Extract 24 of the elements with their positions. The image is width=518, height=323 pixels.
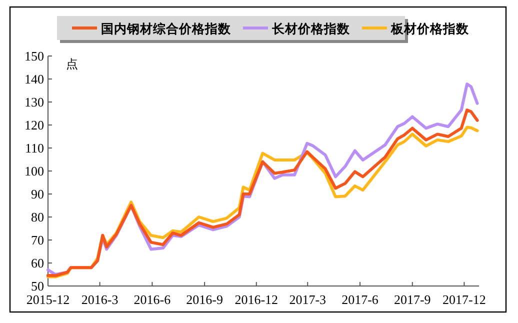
x-tick-label: 2016-12 [234,292,278,307]
y-tick-label: 50 [31,278,44,294]
legend-label: 长材价格指数 [271,22,351,36]
legend-label: 板材价格指数 [390,22,470,36]
y-tick-label: 130 [24,94,44,110]
y-tick-label: 140 [24,72,44,86]
y-tick-label: 70 [31,232,44,248]
x-tick-label: 2016-9 [186,292,223,307]
y-axis-title: 点 [66,57,78,71]
y-tick-label: 90 [31,186,44,202]
x-tick-label: 2015-12 [26,292,70,307]
y-tick-label: 100 [24,164,44,178]
y-tick-label: 60 [31,256,44,270]
x-tick-label: 2016-3 [81,292,118,307]
x-tick-label: 2017-9 [394,292,431,307]
legend-label: 国内钢材综合价格指数 [101,21,232,36]
y-tick-label: 80 [31,210,44,224]
x-tick-label: 2016-6 [134,292,172,307]
x-tick-label: 2017-6 [342,292,379,307]
y-tick-label: 110 [24,140,44,156]
y-tick-label: 150 [24,48,44,64]
x-tick-label: 2017-3 [289,292,326,307]
y-tick-label: 120 [24,118,44,132]
x-tick-label: 2017-12 [442,292,486,307]
